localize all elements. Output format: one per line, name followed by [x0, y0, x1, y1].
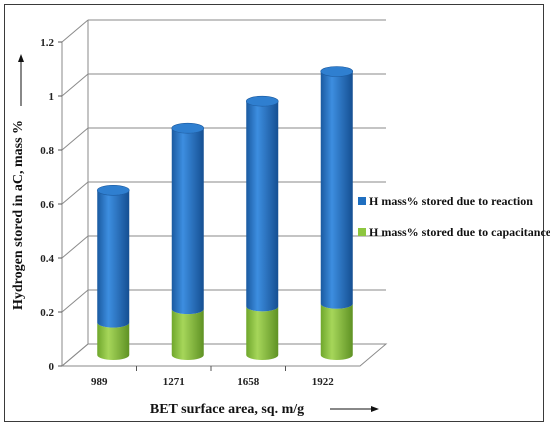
gridline-side: [61, 289, 89, 313]
y-tick-label: 0.2: [40, 307, 54, 319]
bar-segment: [246, 306, 279, 360]
x-axis-title: BET surface area, sq. m/g: [150, 402, 304, 417]
gridline-side: [61, 73, 89, 97]
gridline-side: [61, 235, 89, 259]
y-tick-label: 0.8: [40, 145, 54, 157]
bar-top-cap: [171, 122, 205, 134]
legend-swatch-reaction: [358, 197, 366, 205]
x-axis-arrowhead: [371, 406, 379, 412]
bar-top-cap: [245, 95, 279, 107]
bar-segment: [246, 101, 279, 312]
bar-top-cap: [320, 66, 354, 77]
bar-segment: [97, 190, 130, 328]
bar-segment: [97, 322, 130, 360]
legend-label-capacitance: H mass% stored due to capacitance: [369, 225, 550, 239]
bars: [96, 66, 354, 360]
gridline-side: [61, 181, 89, 205]
y-tick-label: 0.6: [40, 199, 54, 211]
axes: [58, 20, 388, 371]
bar-segment: [171, 128, 204, 315]
tick-labels: 0 0.2 0.4 0.6 0.8 1 1.2 989 1271 1658 1922: [40, 37, 334, 388]
legend-swatch-capacitance: [358, 228, 366, 236]
bar-segment: [171, 309, 204, 360]
bar-top-cap: [96, 185, 130, 196]
gridline-side: [61, 19, 89, 43]
y-axis-title: Hydrogen stored in aC, mass %: [11, 120, 26, 310]
y-axis-arrowhead: [18, 54, 24, 62]
floor: [60, 343, 388, 367]
legend: H mass% stored due to reaction H mass% s…: [358, 194, 550, 239]
x-tick-label: 1922: [312, 376, 335, 388]
y-tick-label: 0.4: [40, 253, 54, 265]
x-tick-label: 1271: [163, 376, 185, 388]
y-tick-label: 0: [49, 361, 55, 373]
legend-label-reaction: H mass% stored due to reaction: [369, 194, 533, 208]
x-tick-label: 1658: [237, 376, 260, 388]
y-tick-label: 1: [49, 91, 55, 103]
bar-segment: [320, 71, 353, 309]
bar-segment: [320, 303, 353, 360]
x-tick-label: 989: [91, 376, 108, 388]
y-tick-label: 1.2: [40, 37, 54, 49]
gridline-side: [61, 127, 89, 151]
